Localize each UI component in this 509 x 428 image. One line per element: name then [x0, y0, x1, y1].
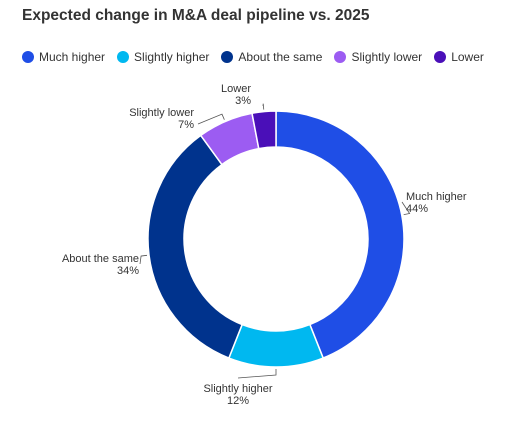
data-label-name-slightly-lower: Slightly lower	[129, 107, 194, 119]
legend-item-slightly-lower[interactable]: Slightly lower	[334, 50, 422, 64]
chart-legend: Much higher Slightly higher About the same…	[22, 49, 496, 65]
legend-item-slightly-higher[interactable]: Slightly higher	[117, 50, 209, 64]
data-label-value-slightly-higher: 12%	[227, 395, 249, 407]
leader-line-about-the-same	[139, 254, 148, 265]
leader-line-slightly-lower	[197, 113, 225, 125]
legend-item-much-higher[interactable]: Much higher	[22, 50, 105, 64]
data-label-value-about-the-same: 34%	[117, 265, 139, 277]
data-label-name-lower: Lower	[221, 83, 251, 95]
donut-slice-much-higher[interactable]	[275, 110, 405, 359]
leader-line-much-higher	[401, 201, 411, 216]
legend-swatch-slightly-lower	[334, 51, 347, 63]
data-label-value-slightly-lower: 7%	[178, 119, 194, 131]
legend-swatch-lower	[434, 51, 447, 63]
legend-label-slightly-higher: Slightly higher	[134, 50, 210, 64]
leader-line-lower	[262, 103, 265, 110]
donut-slice-slightly-higher[interactable]	[227, 323, 325, 368]
legend-item-about-the-same[interactable]: About the same	[221, 50, 322, 64]
legend-label-much-higher: Much higher	[39, 50, 106, 64]
legend-swatch-slightly-higher	[117, 51, 130, 63]
legend-swatch-about-the-same	[221, 51, 234, 63]
leader-line-slightly-higher	[237, 369, 277, 379]
donut-chart: Much higher 44% Slightly higher 12% About th…	[0, 70, 509, 423]
donut-slice-about-the-same[interactable]	[147, 134, 244, 359]
donut-slice-lower[interactable]	[251, 110, 277, 150]
data-label-value-lower: 3%	[235, 95, 251, 107]
data-label-value-much-higher: 44%	[406, 203, 428, 215]
legend-swatch-much-higher	[22, 51, 34, 63]
legend-label-about-the-same: About the same	[238, 50, 323, 64]
data-label-name-slightly-higher: Slightly higher	[203, 383, 272, 395]
legend-label-slightly-lower: Slightly lower	[351, 50, 423, 64]
data-label-name-about-the-same: About the same	[62, 253, 139, 265]
legend-label-lower: Lower	[451, 50, 484, 64]
chart-title: Expected change in M&A deal pipeline vs.…	[22, 7, 370, 24]
legend-item-lower[interactable]: Lower	[434, 50, 484, 64]
data-label-name-much-higher: Much higher	[406, 191, 467, 203]
